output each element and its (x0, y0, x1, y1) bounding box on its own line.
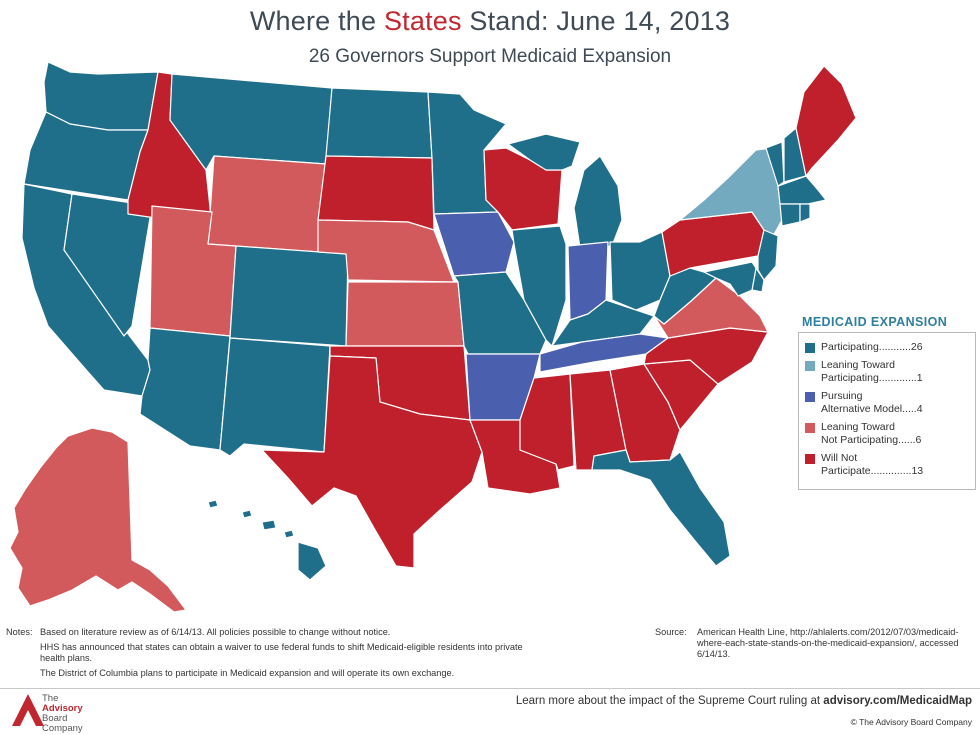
source-text: American Health Line, http://ahlalerts.c… (697, 627, 959, 659)
state-tx[interactable] (261, 355, 483, 569)
notes-label: Notes: (6, 627, 33, 637)
legend-label: Pursuing Alternative Model.....4 (821, 390, 923, 415)
legend-item: Participating...........26 (805, 341, 969, 354)
legend-label: Will Not Participate..............13 (821, 452, 924, 477)
learn-more-link[interactable]: advisory.com/MedicaidMap (823, 695, 972, 707)
notes-line: Based on literature review as of 6/14/13… (40, 627, 391, 637)
state-nd[interactable] (325, 87, 433, 159)
state-ia[interactable] (433, 211, 515, 277)
legend: MEDICAID EXPANSION Participating........… (798, 315, 976, 490)
legend-label: Leaning Toward Not Participating......6 (821, 421, 922, 446)
state-ri[interactable] (799, 203, 811, 223)
copyright: © The Advisory Board Company (850, 717, 972, 727)
state-me[interactable] (795, 65, 857, 177)
state-co[interactable] (229, 245, 349, 347)
us-map (9, 61, 857, 613)
state-nm[interactable] (219, 337, 331, 457)
legend-swatch (805, 423, 815, 433)
state-ks[interactable] (345, 281, 465, 347)
legend-swatch (805, 392, 815, 402)
footer-divider (0, 688, 980, 689)
legend-swatch (805, 454, 815, 464)
state-ne[interactable] (317, 219, 455, 283)
advisory-board-logo (12, 694, 44, 726)
source-label: Source: (655, 627, 687, 637)
learn-more-text: Learn more about the impact of the Supre… (515, 695, 972, 707)
notes-line: HHS has announced that states can obtain… (40, 642, 523, 663)
map-subtitle: 26 Governors Support Medicaid Expansion (308, 46, 672, 67)
state-ak[interactable] (9, 427, 187, 613)
legend-item: Pursuing Alternative Model.....4 (805, 390, 969, 416)
legend-title: MEDICAID EXPANSION (802, 315, 948, 329)
legend-item: Will Not Participate..............13 (805, 452, 969, 478)
state-az[interactable] (139, 327, 231, 451)
notes-text: Based on literature review as of 6/14/13… (40, 627, 546, 679)
state-md[interactable] (703, 261, 757, 297)
legend-item: Leaning Toward Not Participating......6 (805, 421, 969, 447)
state-hi[interactable] (207, 499, 327, 581)
source: Source: American Health Line, http://ahl… (655, 627, 975, 660)
legend-swatch (805, 343, 815, 353)
legend-label: Leaning Toward Participating............… (821, 359, 923, 384)
state-fl[interactable] (591, 449, 731, 567)
legend-label: Participating...........26 (821, 341, 923, 353)
state-sd[interactable] (317, 155, 435, 231)
logo-wordmark: The Advisory Board Company (42, 693, 83, 734)
state-ct[interactable] (779, 203, 801, 227)
notes-line: The District of Columbia plans to partic… (40, 668, 455, 678)
state-wy[interactable] (207, 155, 327, 253)
legend-box: Participating...........26 Leaning Toward… (798, 332, 976, 490)
state-mi[interactable] (507, 133, 623, 249)
title-highlight: States (383, 6, 462, 36)
legend-item: Leaning Toward Participating............… (805, 359, 969, 385)
map-title: Where the States Stand: June 14, 2013 (249, 6, 731, 36)
legend-swatch (805, 361, 815, 371)
notes: Notes: Based on literature review as of … (6, 627, 546, 683)
